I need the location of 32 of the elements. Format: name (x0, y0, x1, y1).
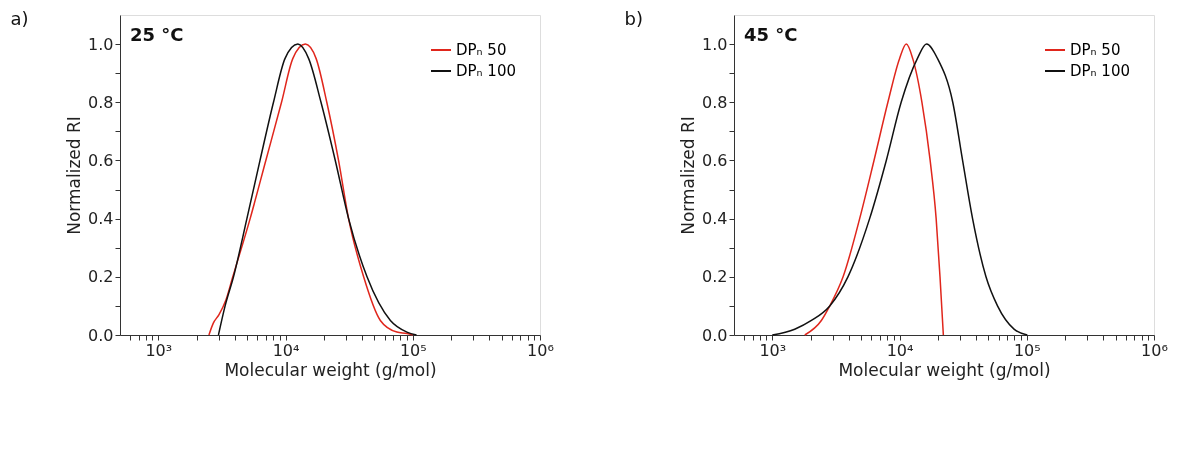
x-tick-label: 10⁴ (886, 340, 914, 360)
x-tick-label: 10⁵ (1013, 340, 1041, 360)
x-tick-label: 10³ (145, 340, 173, 360)
legend-label: DPₙ 100 (456, 62, 516, 80)
legend-label: DPₙ 50 (1070, 41, 1121, 59)
x-tick-label: 10³ (759, 340, 787, 360)
y-tick-label: 0.2 (88, 267, 114, 287)
annotation: 25 °C (130, 24, 184, 45)
y-tick-label: 1.0 (702, 34, 728, 54)
y-tick-label: 0.0 (702, 325, 728, 345)
annotation: 45 °C (744, 24, 798, 45)
y-tick-label: 0.0 (88, 325, 114, 345)
chart-title: b) (624, 8, 644, 29)
x-axis-title: Molecular weight (g/mol) (838, 359, 1051, 380)
legend-label: DPₙ 50 (456, 41, 507, 59)
y-tick-label: 0.4 (702, 209, 728, 229)
y-tick-label: 0.8 (88, 92, 114, 112)
y-tick-label: 0.8 (702, 92, 728, 112)
x-tick-label: 10⁵ (399, 340, 427, 360)
y-tick-label: 0.6 (702, 150, 728, 170)
y-tick-label: 0.4 (88, 209, 114, 229)
y-tick-label: 0.6 (88, 150, 114, 170)
y-axis-title: Normalized RI (64, 116, 85, 235)
x-tick-label: 10⁶ (527, 340, 554, 360)
legend-label: DPₙ 100 (1070, 62, 1130, 80)
y-tick-label: 1.0 (88, 34, 114, 54)
y-axis-title: Normalized RI (678, 116, 699, 235)
x-tick-label: 10⁶ (1141, 340, 1168, 360)
x-axis-title: Molecular weight (g/mol) (224, 359, 437, 380)
y-tick-label: 0.2 (702, 267, 728, 287)
chart-title: a) (10, 8, 29, 29)
x-tick-label: 10⁴ (272, 340, 300, 360)
